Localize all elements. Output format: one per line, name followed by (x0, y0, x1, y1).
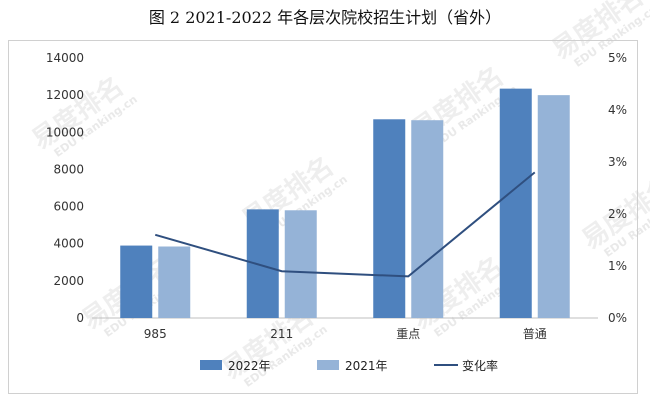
bar-2022 (373, 119, 406, 319)
legend: 2022年 2021年 变化率 (200, 358, 498, 373)
y-left-tick-label: 6000 (53, 200, 84, 214)
chart-frame (8, 40, 638, 394)
legend-label: 变化率 (462, 358, 498, 373)
legend-swatch (317, 360, 339, 370)
bar-2021 (411, 120, 444, 318)
line-layer (154, 171, 536, 278)
x-tick-label: 985 (144, 327, 167, 341)
legend-swatch (200, 360, 222, 370)
y-left-tick-label: 2000 (53, 274, 84, 288)
bar-2021 (537, 95, 570, 319)
y-left-tick-label: 4000 (53, 237, 84, 251)
y-right-tick-label: 0% (608, 311, 627, 325)
y-left-tick-label: 8000 (53, 162, 84, 176)
y-right-tick-label: 3% (608, 155, 627, 169)
bar-2022 (499, 88, 532, 319)
y-right-tick-label: 2% (608, 207, 627, 221)
legend-label: 2022年 (228, 359, 271, 373)
y-left-tick-label: 0 (76, 311, 84, 325)
y-right-tick-label: 4% (608, 103, 627, 117)
y-left-tick-label: 10000 (46, 125, 84, 139)
y-right-tick-label: 5% (608, 51, 627, 65)
x-tick-label: 211 (270, 327, 293, 341)
axes-layer: 0 2000 4000 6000 8000 10000 12000 14000 0% 1% 2% 3%… (46, 51, 627, 325)
bar-2022 (120, 245, 153, 318)
bar-2022 (246, 209, 279, 318)
x-tick-label: 重点 (396, 327, 420, 341)
y-left-tick-label: 14000 (46, 51, 84, 65)
legend-label: 2021年 (345, 359, 388, 373)
bar-2021 (284, 210, 317, 318)
chart-title: 图 2 2021-2022 年各层次院校招生计划（省外） (148, 8, 502, 27)
bar-2021 (158, 246, 191, 318)
line-change-rate (154, 171, 536, 278)
y-right-tick-label: 1% (608, 259, 627, 273)
x-tick-label: 普通 (523, 327, 547, 341)
bars-layer: 985 211 重点 普通 (120, 88, 570, 341)
y-left-tick-label: 12000 (46, 88, 84, 102)
